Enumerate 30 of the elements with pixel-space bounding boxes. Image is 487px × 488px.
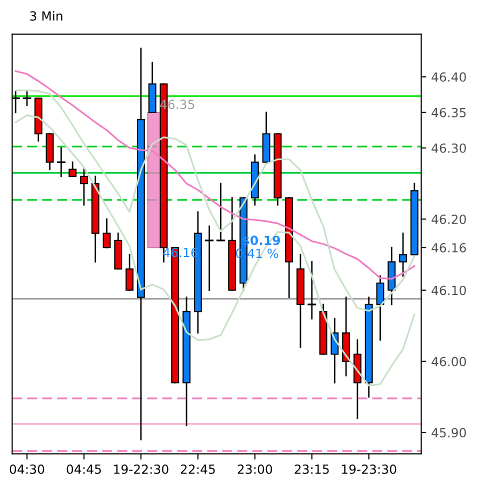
chart-title: 3 Min: [30, 11, 62, 21]
candlestick: [126, 254, 134, 291]
line-series: [14, 114, 416, 386]
x-tick-label: 04:45: [66, 464, 101, 474]
y-tick-label: 46.00: [432, 356, 466, 366]
candlestick: [308, 261, 316, 320]
y-tick-label: 45.90: [432, 428, 466, 438]
x-tick-label: 04:30: [10, 464, 44, 474]
candlestick: [216, 182, 225, 242]
candlestick: [22, 90, 32, 106]
y-tick-label: 46.20: [432, 214, 466, 224]
candlestick: [376, 275, 384, 341]
x-tick-label: 23:15: [294, 464, 329, 474]
y-tick-label: 46.30: [432, 143, 466, 153]
y-tick-label: 46.40: [432, 72, 466, 82]
candlestick: [68, 162, 77, 178]
y-tick-label: 46.16: [432, 243, 466, 252]
candlestick: [56, 147, 66, 178]
x-tick-label: 19-23:30: [342, 464, 396, 474]
candlestick: [205, 226, 214, 291]
line-series: [14, 90, 416, 312]
x-tick-label: 19-22:30: [114, 464, 168, 474]
y-tick-label: 46.35: [432, 108, 466, 118]
x-tick-label: 23:00: [238, 464, 272, 474]
candlestick: [80, 168, 88, 206]
candlestick: [399, 232, 407, 277]
x-tick-label: 22:45: [180, 464, 215, 474]
y-tick-label: 46.10: [432, 286, 466, 296]
line-series: [14, 70, 416, 280]
candlestick: [102, 218, 111, 248]
